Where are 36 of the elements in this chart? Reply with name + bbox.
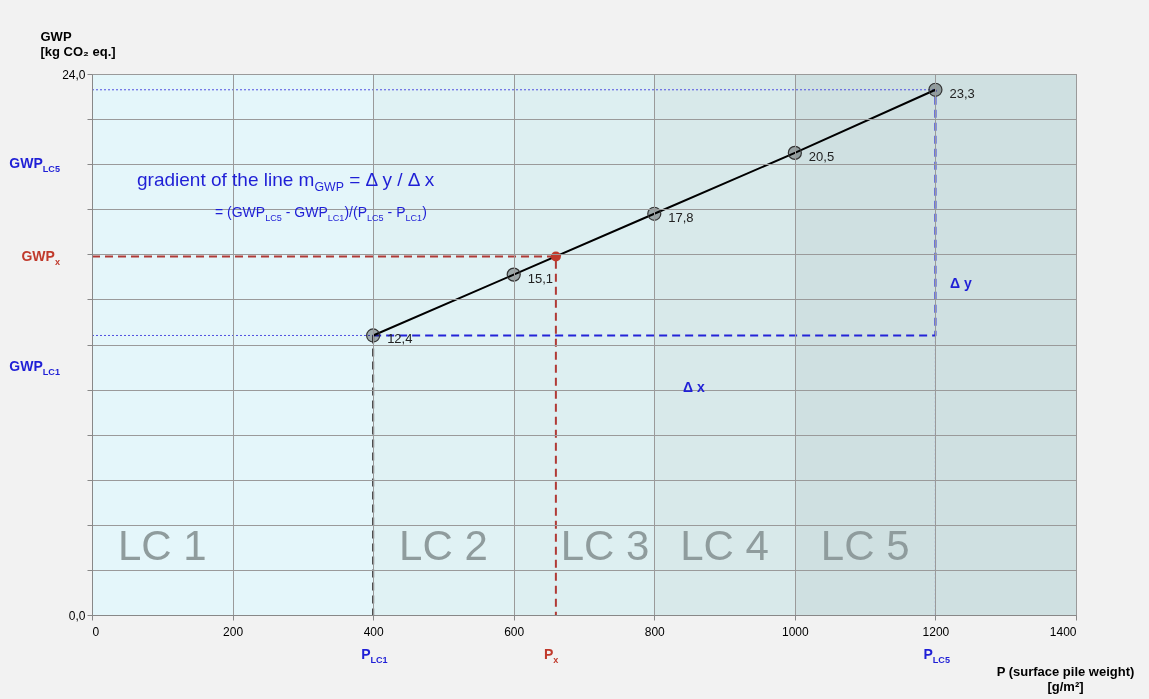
x-tick-label: 200 xyxy=(223,624,244,639)
data-label: 12,4 xyxy=(387,331,413,347)
band-label: LC 1 xyxy=(117,522,207,570)
annotation: GWP$_{LC5}$ xyxy=(9,155,60,175)
annotation: P$_{x}$ xyxy=(543,646,559,665)
annotation: GWP$_{x}$ xyxy=(21,247,60,267)
point xyxy=(506,267,521,282)
x-tick-label: 1200 xyxy=(922,624,950,639)
annotation: GWP$_{LC1}$ xyxy=(9,358,60,377)
band-label: LC 4 xyxy=(680,522,769,570)
x-tick-label: 800 xyxy=(644,624,666,639)
annotation: P$_{LC5}$ xyxy=(923,646,950,665)
band-label: LC 3 xyxy=(560,522,650,570)
data-label: 23,3 xyxy=(949,85,975,101)
x-tick-label: 600 xyxy=(504,624,525,639)
x-tick-label: 0 xyxy=(92,624,100,639)
data-label: 15,1 xyxy=(527,270,554,286)
x-tick-label: 1400 xyxy=(1049,624,1077,639)
y-axis-title: GWP [kg CO₂ eq.] xyxy=(40,28,116,59)
annotation: P$_{LC1}$ xyxy=(361,646,388,665)
annotation: gradient of the line m$_{GWP}$ = Δ y / Δ x xyxy=(137,169,435,194)
data-label: 20,5 xyxy=(808,148,835,164)
annotation: Δ y xyxy=(950,275,972,291)
point xyxy=(366,328,381,343)
band-label: LC 5 xyxy=(820,522,910,570)
band-label: LC 2 xyxy=(399,522,488,570)
x-tick-label: 400 xyxy=(363,624,384,639)
annotation: Δ x xyxy=(683,379,705,395)
y-tick-label: 24,0 xyxy=(62,67,86,82)
x-tick-label: 1000 xyxy=(782,624,810,639)
text: = (GWP$_{LC5}$ - GWP$_{LC1}$)/(P$_{LC5}$ - P$_{LC1}$) xyxy=(215,204,427,223)
point xyxy=(787,145,802,160)
data-label: 17,8 xyxy=(668,209,694,225)
y-tick-label: 0,0 xyxy=(68,608,86,623)
point xyxy=(928,82,943,97)
x-axis-title: P (surface pile weight) [g/m²] xyxy=(996,663,1135,694)
